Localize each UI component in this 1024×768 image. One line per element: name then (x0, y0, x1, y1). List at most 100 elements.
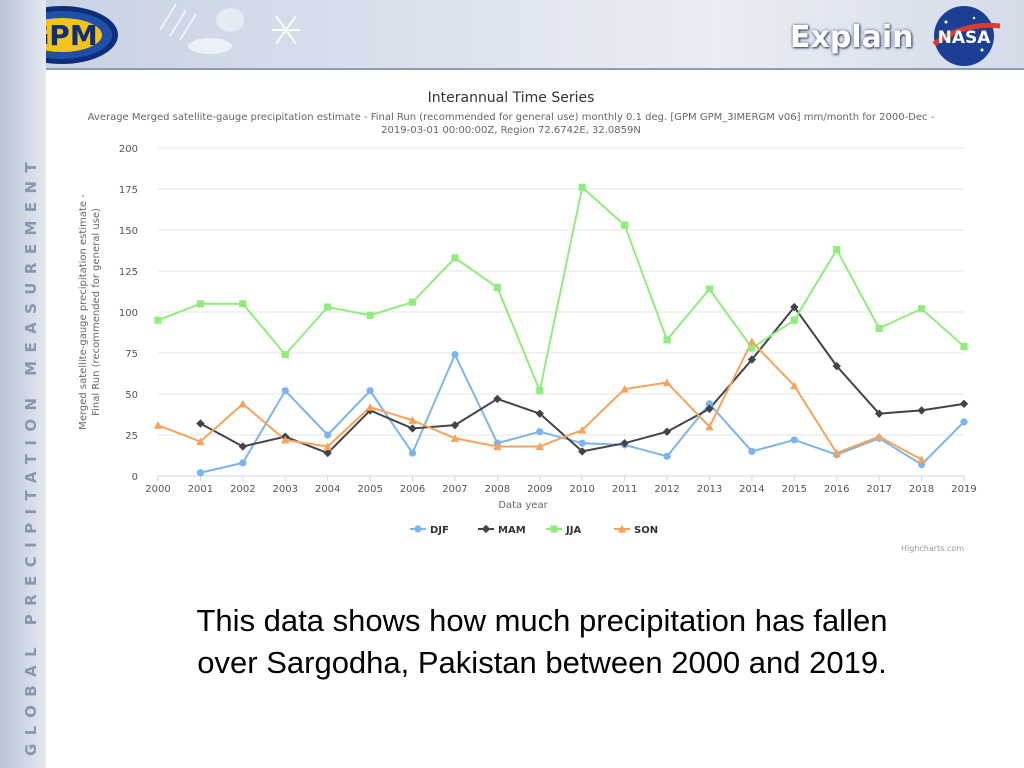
data-point-jja-2014[interactable] (748, 344, 756, 352)
x-tick-label: 2005 (357, 484, 382, 495)
nasa-logo-text: NASA (938, 28, 992, 48)
data-point-jja-2002[interactable] (239, 300, 247, 308)
data-point-jja-2016[interactable] (833, 246, 841, 254)
data-point-son-2013[interactable] (705, 422, 714, 431)
data-point-jja-2008[interactable] (493, 283, 501, 291)
y-tick-label: 0 (132, 472, 138, 483)
weather-decoration (159, 3, 300, 54)
data-point-jja-2001[interactable] (196, 300, 205, 308)
data-point-son-2012[interactable] (662, 378, 672, 387)
data-point-son-2003[interactable] (281, 435, 290, 444)
data-point-son-2008[interactable] (493, 442, 502, 451)
data-point-son-2006[interactable] (408, 416, 417, 424)
legend-label-son: SON (634, 525, 658, 536)
data-point-djf-2013[interactable] (705, 400, 714, 408)
legend-item-djf[interactable]: DJF (410, 525, 449, 536)
data-point-djf-2015[interactable] (790, 436, 798, 444)
data-point-jja-2018[interactable] (917, 305, 926, 313)
data-point-djf-2009[interactable] (536, 428, 544, 436)
data-point-mam-2004[interactable] (323, 448, 332, 458)
x-tick-label: 2015 (782, 484, 807, 495)
data-point-mam-2001[interactable] (196, 419, 205, 428)
data-point-son-2007[interactable] (450, 434, 460, 442)
data-point-djf-2019[interactable] (960, 418, 968, 426)
y-tick-label: 125 (119, 267, 138, 278)
data-point-mam-2013[interactable] (705, 404, 714, 413)
data-point-son-2000[interactable] (153, 420, 163, 429)
data-point-mam-2014[interactable] (747, 355, 757, 364)
x-tick-label: 2008 (485, 484, 510, 495)
legend-item-jja[interactable]: JJA (546, 525, 581, 536)
data-point-mam-2015[interactable] (790, 302, 799, 312)
data-point-son-2004[interactable] (323, 442, 332, 451)
x-tick-label: 2009 (527, 484, 552, 495)
data-point-son-2015[interactable] (790, 381, 799, 390)
data-point-djf-2005[interactable] (366, 387, 374, 395)
data-point-jja-2006[interactable] (408, 298, 417, 306)
highcharts-credit[interactable]: Highcharts.com (901, 544, 964, 553)
legend-marker-son[interactable] (617, 524, 627, 533)
data-point-son-2014[interactable] (747, 337, 757, 346)
data-point-son-2002[interactable] (238, 399, 248, 408)
data-point-djf-2010[interactable] (578, 439, 586, 447)
data-point-djf-2001[interactable] (196, 469, 205, 477)
data-point-son-2016[interactable] (832, 448, 841, 457)
y-tick-label: 25 (125, 431, 138, 442)
data-point-mam-2017[interactable] (874, 409, 884, 418)
data-point-jja-2004[interactable] (324, 303, 332, 311)
data-point-mam-2006[interactable] (408, 424, 417, 433)
data-point-djf-2012[interactable] (663, 452, 671, 460)
data-point-jja-2010[interactable] (578, 183, 586, 191)
data-point-mam-2018[interactable] (917, 406, 926, 415)
data-point-mam-2019[interactable] (959, 399, 969, 409)
data-point-mam-2008[interactable] (493, 394, 502, 404)
x-tick-label: 2011 (612, 484, 637, 495)
data-point-jja-2011[interactable] (621, 221, 629, 229)
data-point-jja-2005[interactable] (366, 311, 374, 319)
y-tick-label: 75 (125, 349, 138, 360)
data-point-jja-2003[interactable] (281, 351, 289, 359)
chart-title: Interannual Time Series (428, 90, 595, 106)
x-tick-label: 2006 (400, 484, 425, 495)
data-point-son-2009[interactable] (535, 442, 544, 451)
y-tick-label: 150 (119, 226, 138, 237)
data-point-jja-2009[interactable] (536, 387, 544, 395)
data-point-jja-2000[interactable] (154, 316, 162, 324)
data-point-mam-2007[interactable] (450, 420, 460, 430)
data-point-djf-2004[interactable] (324, 431, 332, 439)
legend-marker-jja[interactable] (550, 525, 558, 533)
data-point-jja-2015[interactable] (790, 316, 798, 324)
series-line-jja[interactable] (157, 186, 965, 392)
series-line-son[interactable] (157, 340, 923, 461)
data-point-son-2010[interactable] (578, 425, 587, 434)
legend-item-son[interactable]: SON (614, 524, 658, 536)
data-point-mam-2016[interactable] (832, 361, 841, 371)
data-point-mam-2012[interactable] (662, 427, 672, 436)
data-point-djf-2003[interactable] (281, 387, 289, 395)
data-point-mam-2002[interactable] (238, 442, 248, 451)
data-point-son-2018[interactable] (917, 455, 926, 464)
x-tick-label: 2003 (273, 484, 298, 495)
data-point-djf-2006[interactable] (408, 449, 417, 457)
data-point-djf-2014[interactable] (748, 447, 756, 455)
precipitation-chart: Interannual Time Series Average Merged s… (78, 90, 977, 553)
data-point-son-2001[interactable] (196, 437, 205, 446)
data-point-jja-2012[interactable] (663, 336, 671, 344)
data-point-jja-2007[interactable] (451, 254, 459, 262)
legend-marker-mam[interactable] (481, 524, 491, 534)
data-point-mam-2011[interactable] (620, 439, 629, 448)
data-point-djf-2007[interactable] (451, 351, 459, 359)
data-point-jja-2013[interactable] (705, 285, 714, 293)
data-point-jja-2019[interactable] (960, 342, 968, 351)
data-point-son-2011[interactable] (620, 384, 629, 393)
legend-marker-djf[interactable] (414, 525, 422, 533)
data-point-mam-2010[interactable] (578, 447, 587, 456)
legend-item-mam[interactable]: MAM (478, 524, 526, 536)
data-point-djf-2002[interactable] (239, 459, 247, 467)
data-point-son-2005[interactable] (365, 402, 375, 411)
data-point-son-2017[interactable] (874, 432, 884, 441)
series-markers (153, 183, 969, 477)
caption-line1: This data shows how much precipitation h… (196, 603, 888, 638)
data-point-jja-2017[interactable] (875, 324, 883, 332)
nasa-logo: NASA (932, 6, 1001, 66)
